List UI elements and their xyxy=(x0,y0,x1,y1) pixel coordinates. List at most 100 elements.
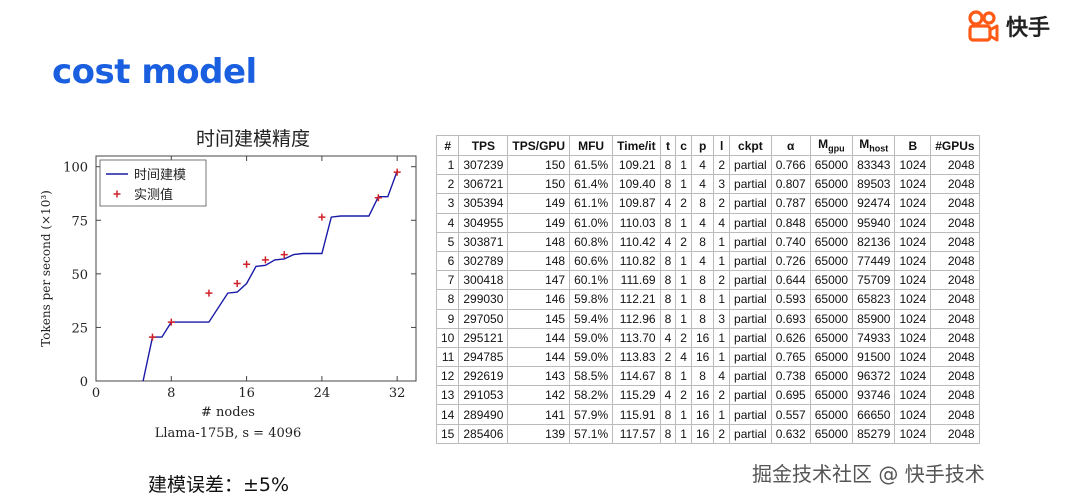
table-cell: 16 xyxy=(690,404,715,425)
table-cell: 2048 xyxy=(930,346,980,368)
table-cell: 2048 xyxy=(930,423,980,444)
table-cell: 112.96 xyxy=(612,308,661,329)
table-cell: 8 xyxy=(659,404,677,425)
table-cell: 65000 xyxy=(809,346,854,368)
column-header: Mgpu xyxy=(809,135,854,156)
table-cell: 10 xyxy=(435,327,460,348)
table-cell: 60.6% xyxy=(569,250,614,272)
table-cell: 144 xyxy=(507,346,571,368)
table-row: 6 302789 148 60.6% 110.82 8 1 4 1 partial 0.726 650… xyxy=(435,250,980,272)
column-header: MFU xyxy=(569,135,614,156)
table-cell: 2048 xyxy=(930,193,980,214)
table-cell: 1024 xyxy=(894,174,932,195)
table-cell: 150 xyxy=(507,174,571,195)
measured-point xyxy=(374,194,382,202)
measured-point xyxy=(167,318,175,326)
table-cell: 8 xyxy=(659,366,677,387)
table-cell: 16 xyxy=(690,327,715,348)
column-header: p xyxy=(690,135,715,156)
table-cell: 1024 xyxy=(894,385,932,406)
brand-name: 快手 xyxy=(1006,16,1051,41)
table-cell: 8 xyxy=(690,270,715,291)
table-cell: 1 xyxy=(713,250,731,272)
table-cell: 1024 xyxy=(894,289,932,310)
error-caption: 建模误差：±5% xyxy=(148,474,290,496)
table-cell: 61.5% xyxy=(569,154,614,176)
table-cell: 114.67 xyxy=(612,366,661,387)
table-cell: 6 xyxy=(435,250,460,272)
table-cell: 1024 xyxy=(894,212,932,233)
column-header: #GPUs xyxy=(930,135,980,156)
table-cell: 4 xyxy=(659,193,677,214)
table-cell: 66650 xyxy=(852,404,896,425)
table-cell: partial xyxy=(729,346,772,368)
x-tick-label: 16 xyxy=(238,386,255,401)
watermark: 掘金技术社区 @ 快手技术 xyxy=(752,462,985,486)
table-cell: 1024 xyxy=(894,308,932,329)
measured-point xyxy=(261,256,269,264)
table-cell: 4 xyxy=(659,385,677,406)
table-cell: 1 xyxy=(713,346,731,368)
table-cell: 2 xyxy=(659,346,677,368)
table-cell: partial xyxy=(729,270,772,291)
brand-logo: 快手 xyxy=(966,6,1072,46)
table-cell: 2048 xyxy=(930,404,980,425)
table-cell: 292619 xyxy=(458,366,509,387)
y-tick-label: 100 xyxy=(63,161,88,176)
table-cell: 0.765 xyxy=(770,346,811,368)
table-body: 1 307239 150 61.5% 109.21 8 1 4 2 partial 0.766 650… xyxy=(435,154,980,444)
table-cell: 0.593 xyxy=(770,289,811,310)
table-cell: 8 xyxy=(659,423,677,444)
table-cell: 0.695 xyxy=(770,385,811,406)
table-cell: 1 xyxy=(713,231,731,252)
table-cell: 0.644 xyxy=(770,270,811,291)
x-tick-label: 32 xyxy=(389,386,406,401)
table-cell: 299030 xyxy=(458,289,509,310)
table-cell: 1 xyxy=(675,154,692,176)
table-row: 9 297050 145 59.4% 112.96 8 1 8 3 partial 0.693 650… xyxy=(435,308,980,329)
series-line-model xyxy=(142,170,398,382)
table-cell: 8 xyxy=(659,174,677,195)
table-cell: 8 xyxy=(690,289,715,310)
table-cell: 113.70 xyxy=(612,327,661,348)
table-row: 2 306721 150 61.4% 109.40 8 1 4 3 partial 0.807 650… xyxy=(435,174,980,195)
table-cell: 2 xyxy=(675,385,692,406)
table-cell: 16 xyxy=(690,346,715,368)
table-cell: 2048 xyxy=(930,385,980,406)
table-cell: 4 xyxy=(435,212,460,233)
table-cell: 1024 xyxy=(894,270,932,291)
table-cell: 61.1% xyxy=(569,193,614,214)
table-cell: partial xyxy=(729,289,772,310)
table-cell: partial xyxy=(729,231,772,252)
table-cell: 0.848 xyxy=(770,212,811,233)
table-cell: 57.9% xyxy=(569,404,614,425)
x-tick-label: 8 xyxy=(167,386,175,401)
table-cell: 4 xyxy=(659,327,677,348)
table-cell: 141 xyxy=(507,404,571,425)
table-row: 8 299030 146 59.8% 112.21 8 1 8 1 partial 0.593 650… xyxy=(435,289,980,310)
table-cell: 0.740 xyxy=(770,231,811,252)
table-cell: 2048 xyxy=(930,154,980,176)
table-cell: 115.91 xyxy=(612,404,661,425)
table-cell: 4 xyxy=(690,154,715,176)
table-cell: 16 xyxy=(690,423,715,444)
table-cell: 96372 xyxy=(852,366,896,387)
kuaishou-logo-icon xyxy=(966,9,1000,43)
table-cell: 65823 xyxy=(852,289,896,310)
table-cell: 11 xyxy=(435,346,460,368)
table-cell: 8 xyxy=(659,154,677,176)
table-cell: 110.82 xyxy=(612,250,661,272)
table-cell: 95940 xyxy=(852,212,896,233)
column-header: B xyxy=(894,135,932,156)
table-cell: partial xyxy=(729,308,772,329)
table-cell: 65000 xyxy=(809,327,854,348)
table-cell: 8 xyxy=(659,250,677,272)
table-cell: 300418 xyxy=(458,270,509,291)
table-cell: 306721 xyxy=(458,174,509,195)
table-cell: partial xyxy=(729,327,772,348)
table-cell: 59.8% xyxy=(569,289,614,310)
table-cell: 2048 xyxy=(930,270,980,291)
table-cell: 285406 xyxy=(458,423,509,444)
table-cell: 4 xyxy=(690,212,715,233)
throughput-chart: 0 25 50 75 100 0 8 16 24 32 # nodes Tokens per seco… xyxy=(39,155,417,441)
